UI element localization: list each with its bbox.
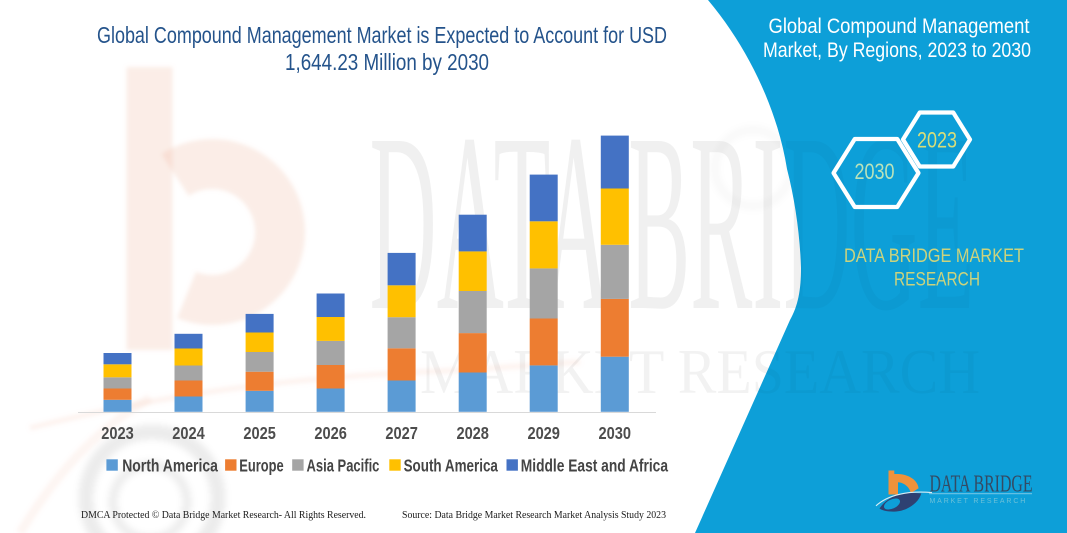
svg-text:2023: 2023 (101, 423, 134, 443)
svg-text:DATA BRIDGE: DATA BRIDGE (930, 472, 1033, 498)
svg-text:2023: 2023 (917, 128, 957, 153)
svg-text:2030: 2030 (599, 423, 632, 443)
svg-text:MARKET RESEARCH: MARKET RESEARCH (930, 498, 1028, 505)
svg-text:Europe: Europe (239, 455, 284, 475)
svg-text:DATA BRIDGE MARKET: DATA BRIDGE MARKET (844, 245, 1024, 267)
svg-text:Middle East and Africa: Middle East and Africa (521, 455, 668, 475)
svg-text:2025: 2025 (243, 423, 276, 443)
svg-text:Global Compound Management: Global Compound Management (769, 15, 1030, 38)
svg-text:South America: South America (404, 455, 498, 475)
svg-text:DMCA Protected © Data Bridge M: DMCA Protected © Data Bridge Market Rese… (81, 510, 366, 521)
svg-text:Market, By Regions, 2023 to 20: Market, By Regions, 2023 to 2030 (763, 39, 1031, 62)
svg-text:2024: 2024 (172, 423, 205, 443)
svg-text:2027: 2027 (385, 423, 418, 443)
svg-text:North America: North America (122, 455, 218, 475)
svg-text:Asia Pacific: Asia Pacific (307, 455, 380, 475)
svg-text:Source: Data Bridge Market Res: Source: Data Bridge Market Research Mark… (402, 510, 666, 521)
svg-text:DATA BRIDGE: DATA BRIDGE (370, 82, 975, 364)
svg-text:2029: 2029 (527, 423, 560, 443)
svg-text:2030: 2030 (855, 159, 895, 184)
svg-text:2028: 2028 (456, 423, 489, 443)
svg-text:2026: 2026 (314, 423, 347, 443)
svg-text:RESEARCH: RESEARCH (894, 269, 980, 291)
svg-text:1,644.23 Million by 2030: 1,644.23 Million by 2030 (285, 49, 489, 75)
svg-text:Global Compound Management Mar: Global Compound Management Market is Exp… (97, 22, 667, 48)
